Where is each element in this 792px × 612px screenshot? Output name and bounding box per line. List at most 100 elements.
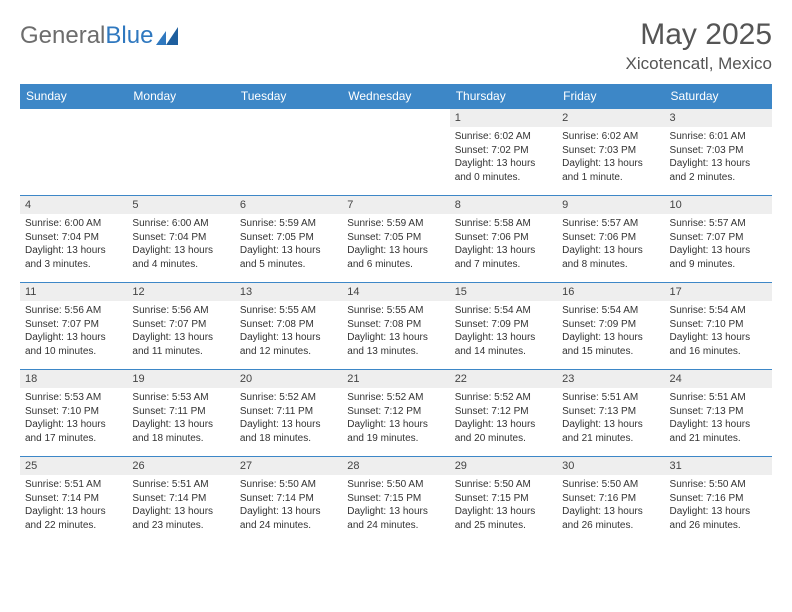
day-cell: 13Sunrise: 5:55 AMSunset: 7:08 PMDayligh…: [235, 283, 342, 369]
day-header: Wednesday: [342, 84, 449, 108]
sunset-text: Sunset: 7:13 PM: [562, 405, 659, 419]
day-cell: 8Sunrise: 5:58 AMSunset: 7:06 PMDaylight…: [450, 196, 557, 282]
day-header-row: SundayMondayTuesdayWednesdayThursdayFrid…: [20, 84, 772, 108]
day-number: 25: [20, 457, 127, 475]
sunrise-text: Sunrise: 5:51 AM: [25, 478, 122, 492]
sunset-text: Sunset: 7:03 PM: [670, 144, 767, 158]
day-cell: 23Sunrise: 5:51 AMSunset: 7:13 PMDayligh…: [557, 370, 664, 456]
sunset-text: Sunset: 7:10 PM: [670, 318, 767, 332]
day-body: [20, 127, 127, 134]
logo-word2: Blue: [105, 22, 153, 50]
sunset-text: Sunset: 7:02 PM: [455, 144, 552, 158]
day-cell: 24Sunrise: 5:51 AMSunset: 7:13 PMDayligh…: [665, 370, 772, 456]
day-header: Sunday: [20, 84, 127, 108]
day-cell: 12Sunrise: 5:56 AMSunset: 7:07 PMDayligh…: [127, 283, 234, 369]
day-body: Sunrise: 5:50 AMSunset: 7:15 PMDaylight:…: [450, 475, 557, 536]
sunrise-text: Sunrise: 5:56 AM: [132, 304, 229, 318]
day-cell: 10Sunrise: 5:57 AMSunset: 7:07 PMDayligh…: [665, 196, 772, 282]
day-header: Saturday: [665, 84, 772, 108]
day-body: Sunrise: 5:51 AMSunset: 7:13 PMDaylight:…: [557, 388, 664, 449]
day-number: 6: [235, 196, 342, 214]
day-cell: 11 Sunrise: 5:56 AMSunset: 7:07 PMDayligh…: [20, 283, 127, 369]
daylight-text: Daylight: 13 hours and 16 minutes.: [670, 331, 767, 358]
day-cell: 17Sunrise: 5:54 AMSunset: 7:10 PMDayligh…: [665, 283, 772, 369]
sunrise-text: Sunrise: 5:50 AM: [562, 478, 659, 492]
day-number: 11: [20, 283, 127, 301]
sunset-text: Sunset: 7:12 PM: [455, 405, 552, 419]
day-body: Sunrise: 5:53 AMSunset: 7:10 PMDaylight:…: [20, 388, 127, 449]
day-number: 1: [450, 109, 557, 127]
day-body: Sunrise: 5:56 AMSunset: 7:07 PMDaylight:…: [127, 301, 234, 362]
day-number: 29: [450, 457, 557, 475]
day-cell: 7Sunrise: 5:59 AMSunset: 7:05 PMDaylight…: [342, 196, 449, 282]
day-cell: 6Sunrise: 5:59 AMSunset: 7:05 PMDaylight…: [235, 196, 342, 282]
sunrise-text: Sunrise: 5:51 AM: [132, 478, 229, 492]
daylight-text: Daylight: 13 hours and 0 minutes.: [455, 157, 552, 184]
title-block: May 2025 Xicotencatl, Mexico: [626, 18, 772, 74]
sunrise-text: Sunrise: 5:57 AM: [670, 217, 767, 231]
daylight-text: Daylight: 13 hours and 21 minutes.: [562, 418, 659, 445]
day-body: Sunrise: 6:00 AMSunset: 7:04 PMDaylight:…: [20, 214, 127, 275]
day-body: Sunrise: 5:57 AMSunset: 7:07 PMDaylight:…: [665, 214, 772, 275]
day-cell: [20, 109, 127, 195]
sunset-text: Sunset: 7:11 PM: [240, 405, 337, 419]
sunset-text: Sunset: 7:08 PM: [347, 318, 444, 332]
sunrise-text: Sunrise: 5:55 AM: [240, 304, 337, 318]
daylight-text: Daylight: 13 hours and 3 minutes.: [25, 244, 122, 271]
day-cell: 20Sunrise: 5:52 AMSunset: 7:11 PMDayligh…: [235, 370, 342, 456]
week-row: 18Sunrise: 5:53 AMSunset: 7:10 PMDayligh…: [20, 369, 772, 456]
sunrise-text: Sunrise: 5:52 AM: [240, 391, 337, 405]
sunset-text: Sunset: 7:07 PM: [670, 231, 767, 245]
day-number: 15: [450, 283, 557, 301]
day-cell: 22Sunrise: 5:52 AMSunset: 7:12 PMDayligh…: [450, 370, 557, 456]
day-body: Sunrise: 5:50 AMSunset: 7:14 PMDaylight:…: [235, 475, 342, 536]
day-body: Sunrise: 5:58 AMSunset: 7:06 PMDaylight:…: [450, 214, 557, 275]
day-number: 16: [557, 283, 664, 301]
day-cell: 19Sunrise: 5:53 AMSunset: 7:11 PMDayligh…: [127, 370, 234, 456]
day-number: 13: [235, 283, 342, 301]
month-title: May 2025: [626, 18, 772, 52]
week-row: 4Sunrise: 6:00 AMSunset: 7:04 PMDaylight…: [20, 195, 772, 282]
day-number: 30: [557, 457, 664, 475]
day-cell: [342, 109, 449, 195]
sunset-text: Sunset: 7:14 PM: [240, 492, 337, 506]
day-cell: 3Sunrise: 6:01 AMSunset: 7:03 PMDaylight…: [665, 109, 772, 195]
daylight-text: Daylight: 13 hours and 26 minutes.: [670, 505, 767, 532]
daylight-text: Daylight: 13 hours and 23 minutes.: [132, 505, 229, 532]
day-body: Sunrise: 5:55 AMSunset: 7:08 PMDaylight:…: [342, 301, 449, 362]
day-number: 3: [665, 109, 772, 127]
day-body: Sunrise: 5:54 AMSunset: 7:09 PMDaylight:…: [557, 301, 664, 362]
day-number: 28: [342, 457, 449, 475]
day-body: Sunrise: 5:57 AMSunset: 7:06 PMDaylight:…: [557, 214, 664, 275]
day-header: Thursday: [450, 84, 557, 108]
day-cell: 15Sunrise: 5:54 AMSunset: 7:09 PMDayligh…: [450, 283, 557, 369]
sunrise-text: Sunrise: 5:54 AM: [562, 304, 659, 318]
daylight-text: Daylight: 13 hours and 7 minutes.: [455, 244, 552, 271]
logo-word1: General: [20, 22, 105, 50]
day-number: 10: [665, 196, 772, 214]
sunset-text: Sunset: 7:08 PM: [240, 318, 337, 332]
sunrise-text: Sunrise: 5:55 AM: [347, 304, 444, 318]
day-cell: 18Sunrise: 5:53 AMSunset: 7:10 PMDayligh…: [20, 370, 127, 456]
day-number: 5: [127, 196, 234, 214]
sunset-text: Sunset: 7:07 PM: [25, 318, 122, 332]
sunrise-text: Sunrise: 6:01 AM: [670, 130, 767, 144]
day-body: Sunrise: 5:50 AMSunset: 7:16 PMDaylight:…: [557, 475, 664, 536]
sunrise-text: Sunrise: 5:52 AM: [455, 391, 552, 405]
day-number: 12: [127, 283, 234, 301]
day-header: Monday: [127, 84, 234, 108]
day-body: Sunrise: 5:59 AMSunset: 7:05 PMDaylight:…: [235, 214, 342, 275]
sunset-text: Sunset: 7:14 PM: [132, 492, 229, 506]
day-number: 31: [665, 457, 772, 475]
day-number: 22: [450, 370, 557, 388]
sunrise-text: Sunrise: 5:56 AM: [25, 304, 122, 318]
daylight-text: Daylight: 13 hours and 10 minutes.: [25, 331, 122, 358]
day-number: 2: [557, 109, 664, 127]
sunset-text: Sunset: 7:11 PM: [132, 405, 229, 419]
day-number: 14: [342, 283, 449, 301]
day-cell: 21Sunrise: 5:52 AMSunset: 7:12 PMDayligh…: [342, 370, 449, 456]
day-cell: 27Sunrise: 5:50 AMSunset: 7:14 PMDayligh…: [235, 457, 342, 543]
sunrise-text: Sunrise: 5:58 AM: [455, 217, 552, 231]
sunrise-text: Sunrise: 5:53 AM: [132, 391, 229, 405]
week-row: 25Sunrise: 5:51 AMSunset: 7:14 PMDayligh…: [20, 456, 772, 543]
